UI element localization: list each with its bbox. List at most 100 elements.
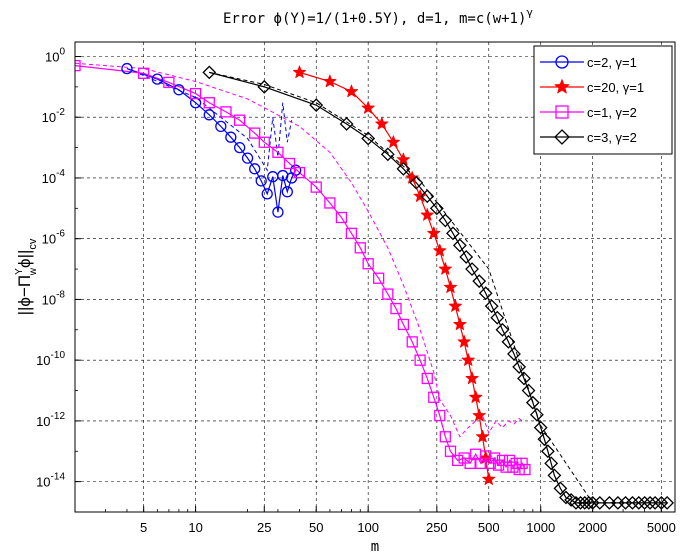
series-3-point xyxy=(592,495,607,510)
axis-ticks xyxy=(74,55,676,513)
y-tick-label: 10-8 xyxy=(42,289,66,307)
x-tick-label: 50 xyxy=(309,520,323,535)
series-1-point xyxy=(482,472,496,485)
series-3-point xyxy=(339,117,354,131)
series-0-point xyxy=(281,186,293,198)
series-1-point xyxy=(427,226,441,240)
series-0-point xyxy=(215,120,227,133)
series-0-point xyxy=(290,164,302,176)
series-2-point xyxy=(382,288,394,300)
series-2-point xyxy=(203,97,215,109)
series-3-point xyxy=(507,347,521,361)
series-1-point xyxy=(344,84,359,98)
series-1-point xyxy=(292,65,307,79)
series-0-point xyxy=(173,84,185,96)
series-3-point xyxy=(521,383,536,398)
series-2-point xyxy=(510,457,522,469)
legend-label: c=20, γ=1 xyxy=(587,80,644,95)
legend-label: c=2, γ=1 xyxy=(587,55,637,70)
series-2-point xyxy=(414,354,426,366)
series-2-point xyxy=(293,166,306,179)
x-axis-label: m xyxy=(371,539,379,555)
series-2-point xyxy=(451,454,464,467)
series-3-point xyxy=(553,481,568,496)
series-3-point xyxy=(361,131,376,146)
series-3-point xyxy=(309,98,324,113)
series-3-point xyxy=(420,189,435,204)
series-3-point xyxy=(525,395,540,410)
series-1-point xyxy=(453,317,467,331)
series-2-point xyxy=(503,454,516,467)
series-2-point xyxy=(75,59,81,72)
series-2-point xyxy=(428,391,440,403)
series-2-point xyxy=(406,336,418,348)
series-1-point xyxy=(465,371,479,385)
series-1-point xyxy=(443,280,458,294)
series-3-point xyxy=(625,495,640,510)
series-1-point xyxy=(438,262,452,275)
series-3-point xyxy=(409,175,424,190)
series-0-point xyxy=(121,62,133,75)
series-0-point xyxy=(249,163,261,175)
series-2-point xyxy=(324,197,336,209)
series-3-point xyxy=(540,444,555,459)
series-0-point xyxy=(255,175,267,187)
series-1-point xyxy=(386,135,400,148)
series-2-point xyxy=(372,272,385,284)
series-3-point xyxy=(643,495,657,510)
x-tick-label: 5 xyxy=(140,520,147,535)
y-axis-label: ||ϕ−ΠY wϕ||cv xyxy=(14,238,39,315)
series-1-point xyxy=(413,189,427,202)
y-tick-label: 100 xyxy=(45,46,65,64)
x-tick-label: 100 xyxy=(357,520,379,535)
series-0-point xyxy=(203,109,215,121)
series-3-point xyxy=(202,65,217,80)
series-3-point xyxy=(446,226,460,241)
series-markers xyxy=(75,59,675,510)
series-1-point xyxy=(475,429,490,443)
series-3-point xyxy=(452,238,467,253)
series-0-point xyxy=(225,131,237,143)
series-3-point xyxy=(631,495,646,510)
series-1-point xyxy=(448,299,462,312)
legend-label: c=3, γ=2 xyxy=(587,130,637,145)
series-2-point xyxy=(513,463,525,476)
series-0-point xyxy=(272,206,284,218)
x-tick-label: 5000 xyxy=(647,520,676,535)
legend-marker xyxy=(554,79,570,94)
series-2-point xyxy=(310,181,322,193)
legend-marker xyxy=(554,129,570,145)
series-3-point xyxy=(490,310,505,325)
legend: c=2, γ=1 c=20, γ=1 c=1, γ=2 c=3, γ=2 xyxy=(533,45,673,155)
series-3-point xyxy=(257,79,272,94)
series-3-point xyxy=(544,456,559,471)
series-3-point xyxy=(501,334,516,349)
series-3-point xyxy=(547,468,562,483)
series-2-point xyxy=(397,318,410,331)
series-2-point xyxy=(283,157,296,170)
series-0-dashed-line xyxy=(126,68,293,172)
series-2-point xyxy=(516,457,528,469)
series-3-point xyxy=(648,495,663,510)
legend-marker xyxy=(555,55,569,69)
series-3-point xyxy=(396,161,411,176)
y-tick-label: 10-6 xyxy=(42,229,66,247)
series-2-point xyxy=(189,87,202,100)
series-3-point xyxy=(465,262,479,276)
series-3-point xyxy=(380,147,395,162)
series-2-point xyxy=(439,431,451,443)
series-2-point xyxy=(354,242,366,254)
series-1-point xyxy=(461,353,475,366)
y-tick-label: 10-10 xyxy=(36,350,65,368)
series-2-point xyxy=(507,461,519,473)
series-3-point xyxy=(529,407,544,422)
series-0-point xyxy=(151,73,163,85)
series-2-point xyxy=(444,445,457,457)
series-3-point xyxy=(637,495,652,510)
series-3-point xyxy=(472,274,487,289)
series-3-point xyxy=(533,420,548,435)
series-2-point xyxy=(272,146,284,158)
series-2-point xyxy=(249,127,261,139)
series-3-point xyxy=(618,495,633,510)
